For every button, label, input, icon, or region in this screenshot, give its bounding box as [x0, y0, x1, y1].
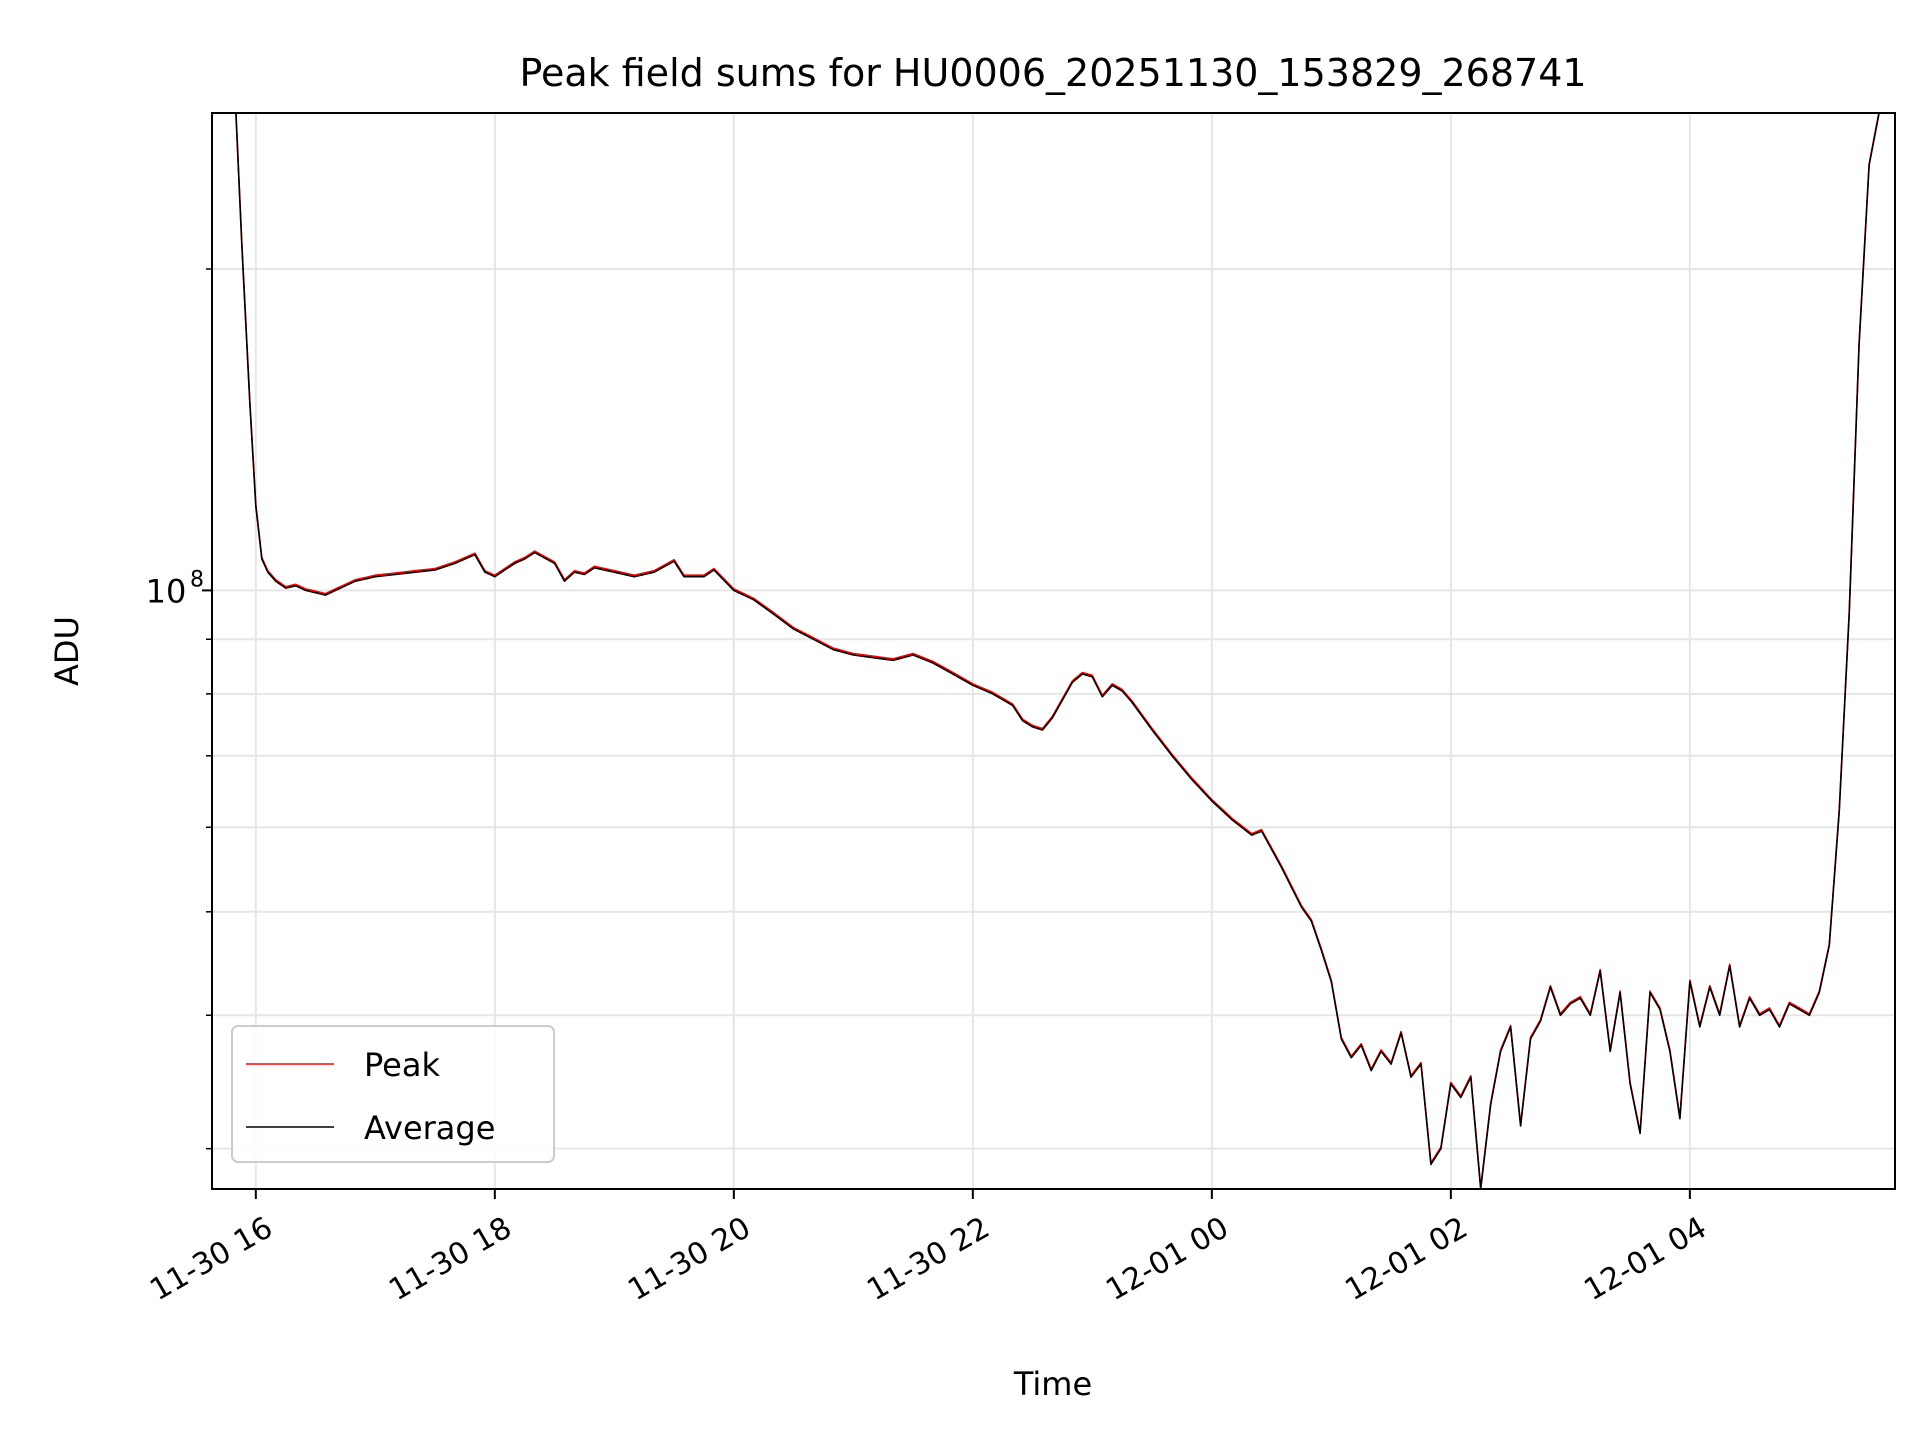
x-tick-label: 11-30 16	[144, 1210, 278, 1308]
x-tick-label: 11-30 18	[383, 1210, 517, 1308]
legend-box	[231, 1025, 555, 1163]
x-tick-label: 12-01 00	[1100, 1210, 1234, 1308]
grid-layer	[212, 113, 1895, 1189]
x-tick-label: 11-30 20	[622, 1210, 756, 1308]
series-layer	[235, 113, 1880, 1189]
legend-peak-label: Peak	[364, 1046, 440, 1084]
y-tick-label-exponent: 8	[190, 567, 204, 592]
y-tick-label: 10	[146, 572, 187, 610]
x-tick-label: 11-30 22	[861, 1210, 995, 1308]
plot-frame	[211, 112, 1896, 1190]
series-line-average	[235, 113, 1880, 1189]
x-tick-label: 12-01 04	[1578, 1210, 1712, 1308]
x-tick-label: 12-01 02	[1339, 1210, 1473, 1308]
x-axis-label: Time	[1013, 1365, 1092, 1403]
legend: Peak Average	[231, 1025, 555, 1163]
chart-title: Peak field sums for HU0006_20251130_1538…	[519, 51, 1586, 95]
legend-average-label: Average	[364, 1109, 495, 1147]
y-axis-label: ADU	[48, 616, 86, 686]
